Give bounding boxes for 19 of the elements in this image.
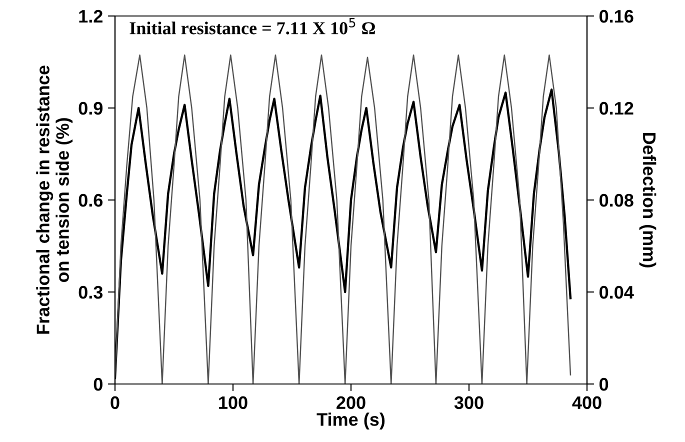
y-axis-title: Fractional change in resistance on tension side (%) — [36, 66, 73, 334]
x-axis-title: Time (s) — [316, 412, 385, 430]
y2-tick-label: 0.12 — [600, 102, 634, 115]
x-tick-label: 300 — [454, 396, 484, 410]
y2-axis-title: Deflection (mm) — [639, 132, 656, 268]
annotation: Initial resistance = 7.11 X 10$^{5}$ Ω — [130, 18, 375, 34]
x-tick-label: 100 — [219, 396, 248, 410]
y2-tick-label: 0 — [600, 378, 608, 391]
y-tick-label: 0 — [94, 378, 102, 391]
y-tick-label: 1.2 — [79, 10, 102, 23]
x-tick-label: 400 — [572, 396, 602, 410]
y2-tick-label: 0.08 — [600, 194, 634, 207]
x-tick-label: 200 — [336, 396, 366, 410]
y2-tick-label: 0.16 — [600, 10, 634, 23]
y-tick-label: 0.3 — [78, 286, 103, 299]
y-tick-label: 0.9 — [78, 102, 103, 115]
x-tick-label: 0 — [110, 396, 120, 410]
y-tick-label: 0.6 — [78, 194, 103, 207]
y2-tick-label: 0.04 — [600, 286, 634, 299]
